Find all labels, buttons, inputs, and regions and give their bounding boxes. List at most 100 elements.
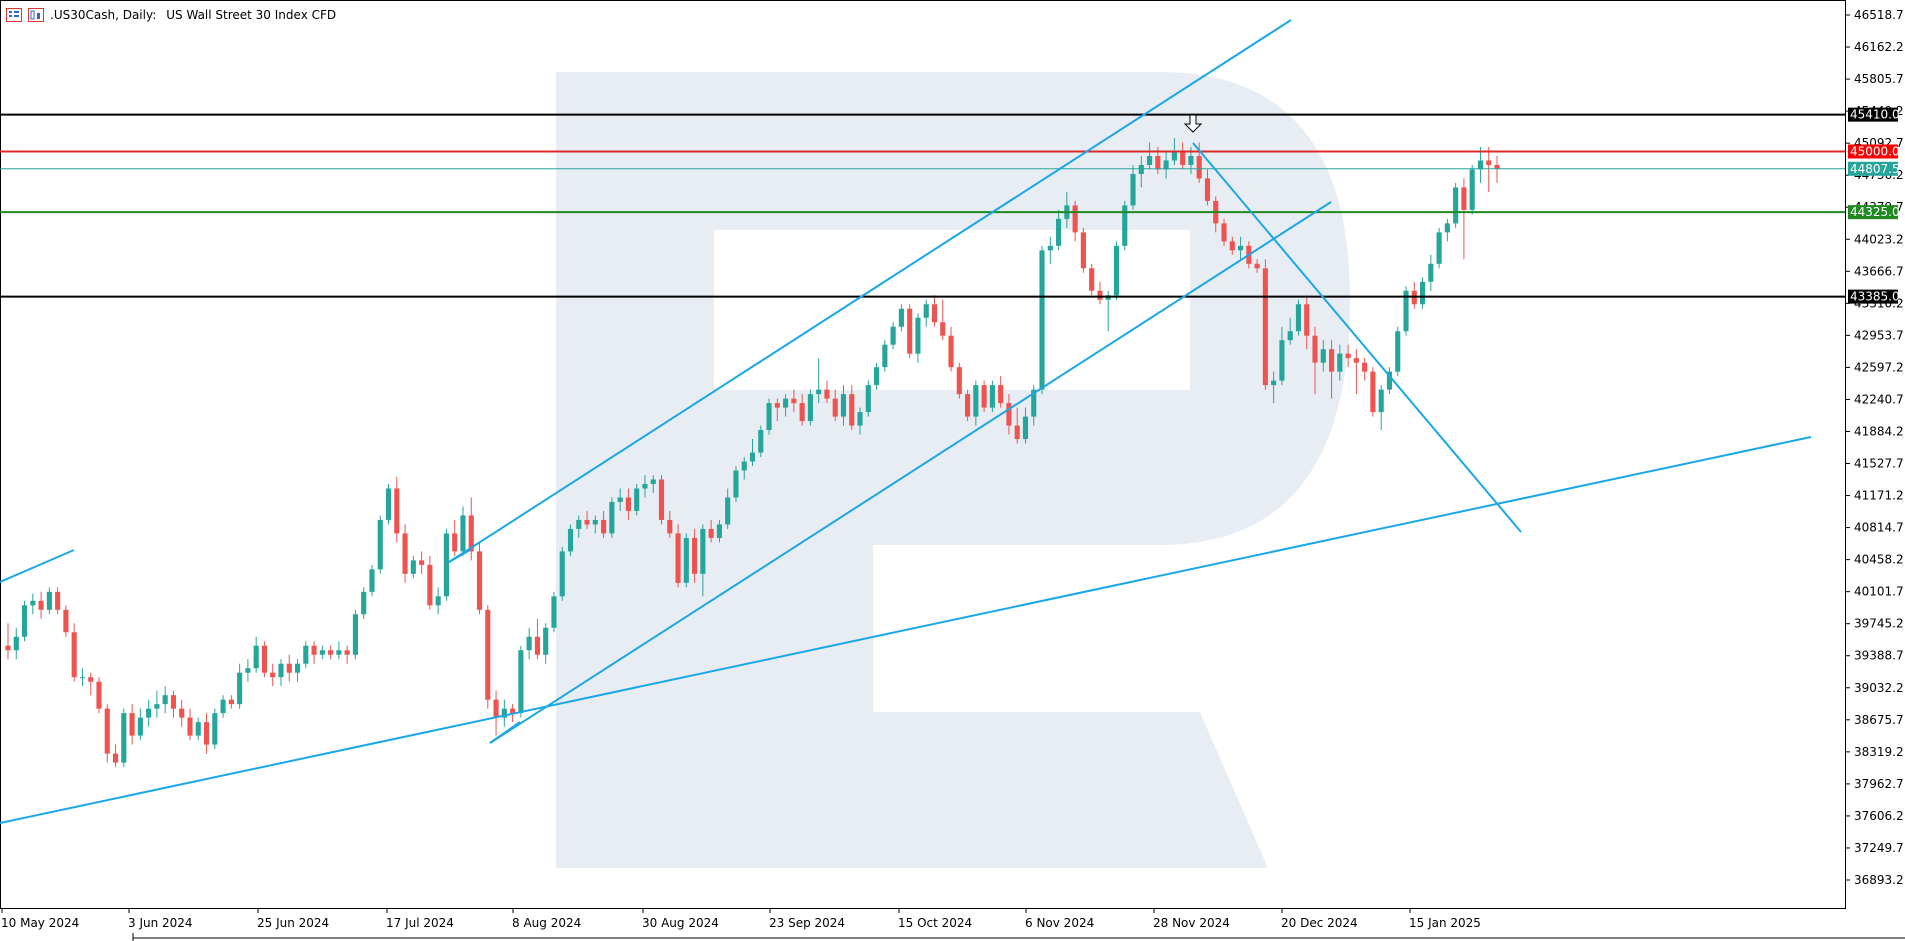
upper-channel-line	[448, 19, 1292, 563]
candle-body	[303, 645, 309, 664]
y-tick-label: 45805.7	[1854, 72, 1904, 86]
channel-cap	[448, 549, 471, 563]
candle-body	[1403, 290, 1409, 332]
candle-body	[1328, 349, 1335, 372]
y-tick-label: 39032.2	[1854, 681, 1904, 695]
candle-body	[1370, 371, 1376, 413]
candle-body	[617, 497, 623, 502]
candle-body	[261, 645, 268, 673]
x-tick-label: 25 Jun 2024	[257, 916, 329, 930]
candle-body	[1419, 281, 1426, 305]
candle-body	[1163, 160, 1169, 170]
candle-body	[675, 533, 681, 583]
y-tick-label: 42597.2	[1854, 360, 1904, 374]
candle-body	[13, 636, 19, 651]
candle-body	[882, 344, 888, 368]
level-tag-label: 43385.0	[1850, 290, 1900, 304]
candle-body	[1056, 218, 1062, 246]
plot-frame	[0, 0, 1846, 909]
candle-body	[998, 385, 1004, 404]
candle-body	[758, 430, 764, 453]
candle-body	[634, 488, 640, 511]
candle-body	[369, 569, 375, 592]
candle-body	[543, 627, 549, 655]
y-tick-label: 41527.7	[1854, 457, 1904, 471]
bottom-scrollbar[interactable]	[132, 933, 1905, 941]
candle-body	[1453, 187, 1459, 224]
x-axis: 10 May 2024 3 Jun 2024 25 Jun 2024 17 Jul 2…	[1, 908, 1481, 930]
candle-body	[336, 650, 342, 655]
candle-body	[923, 304, 929, 318]
level-tag-label: 45410.0	[1850, 108, 1900, 122]
candle-body	[253, 645, 259, 669]
candle-body	[609, 501, 615, 534]
y-tick-label: 46518.7	[1854, 8, 1904, 22]
candle-body	[832, 398, 838, 417]
candle-body	[245, 668, 251, 673]
candle-body	[352, 614, 358, 655]
candle-body	[162, 695, 168, 705]
candle-body	[1171, 151, 1177, 161]
y-tick-label: 37962.7	[1854, 777, 1904, 791]
candle-body	[1204, 178, 1211, 201]
left-stub-line	[0, 549, 75, 583]
candle-body	[55, 591, 61, 610]
x-tick-label: 15 Jan 2025	[1409, 916, 1481, 930]
candle-body	[1279, 340, 1285, 381]
chart-symbol: .US30Cash, Daily:	[50, 8, 157, 22]
candle-body	[146, 708, 152, 718]
candle-body	[476, 551, 483, 610]
chart-list-icon[interactable]	[6, 8, 22, 22]
candle-body	[849, 394, 855, 426]
candle-body	[501, 708, 507, 718]
candle-body	[294, 663, 301, 673]
candle-body	[1436, 232, 1442, 264]
y-tick-label: 40101.7	[1854, 585, 1904, 599]
chart-description: US Wall Street 30 Index CFD	[166, 8, 337, 22]
candle-body	[973, 385, 979, 417]
candle-body	[667, 519, 673, 534]
candle-body	[1047, 245, 1053, 251]
candle-body	[220, 699, 226, 714]
candle-body	[931, 304, 938, 323]
candle-body	[21, 605, 28, 637]
candle-body	[79, 677, 86, 679]
candle-body	[642, 483, 648, 489]
candle-body	[179, 708, 185, 718]
level-tag-bg	[1848, 289, 1898, 304]
candle-body	[71, 632, 77, 678]
candle-body	[1477, 160, 1484, 170]
candle-body	[427, 564, 433, 606]
candle-body	[576, 519, 582, 529]
candle-body	[584, 519, 590, 525]
candle-body	[1080, 232, 1086, 269]
candle-body	[526, 636, 532, 651]
candle-body	[63, 609, 69, 633]
candle-body	[385, 488, 392, 520]
candle-body	[940, 322, 946, 336]
y-tick-label: 42240.7	[1854, 392, 1904, 406]
level-tag-bg	[1848, 205, 1898, 220]
level-tag-label: 44325.0	[1850, 205, 1900, 219]
candle-body	[5, 645, 11, 651]
candle-body	[915, 317, 921, 354]
candle-body	[749, 452, 756, 462]
downtrend-line	[1192, 142, 1522, 533]
candle-body	[1378, 389, 1384, 413]
chart-type-icon[interactable]	[28, 8, 44, 22]
y-tick-label: 41171.2	[1854, 489, 1904, 503]
candle-body	[716, 524, 722, 538]
price-levels: 45410.0 45000.0 44807.5 44325.0 43385.0	[0, 107, 1900, 304]
candle-body	[1097, 290, 1103, 300]
candle-body	[1014, 425, 1020, 440]
candle-body	[443, 533, 449, 597]
level-tag: 43385.0	[1848, 289, 1900, 304]
candle-body	[1254, 263, 1260, 269]
y-tick-label: 39388.7	[1854, 649, 1904, 663]
level-tag-bg	[1848, 144, 1898, 159]
y-tick-label: 38319.2	[1854, 745, 1904, 759]
candle-body	[733, 470, 739, 498]
candle-body	[96, 681, 102, 709]
candle-body	[270, 672, 276, 678]
